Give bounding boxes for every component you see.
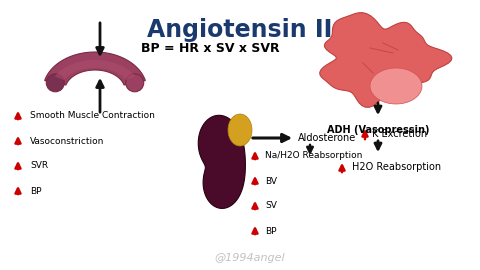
Text: BP: BP [30, 187, 41, 195]
Text: H2O Reabsorption: H2O Reabsorption [352, 162, 441, 172]
Text: BP: BP [265, 227, 276, 235]
Polygon shape [228, 114, 252, 146]
Text: Smooth Muscle Contraction: Smooth Muscle Contraction [30, 112, 155, 120]
Text: Angiotensin II: Angiotensin II [147, 18, 333, 42]
Text: Aldosterone: Aldosterone [298, 133, 356, 143]
Text: Vasoconstriction: Vasoconstriction [30, 137, 104, 146]
Circle shape [46, 74, 64, 92]
Text: Na/H2O Reabsorption: Na/H2O Reabsorption [265, 151, 362, 160]
Text: BP = HR x SV x SVR: BP = HR x SV x SVR [141, 42, 279, 55]
Polygon shape [370, 68, 422, 104]
Text: SV: SV [265, 201, 277, 211]
Text: @1994angel: @1994angel [215, 253, 285, 263]
Text: K Excretion: K Excretion [372, 129, 427, 139]
Polygon shape [198, 115, 245, 208]
Circle shape [126, 74, 144, 92]
Text: ADH (Vasopressin): ADH (Vasopressin) [327, 125, 429, 135]
Text: SVR: SVR [30, 161, 48, 170]
Polygon shape [320, 13, 452, 107]
Text: BV: BV [265, 177, 277, 185]
Polygon shape [45, 52, 145, 85]
Polygon shape [55, 60, 135, 80]
